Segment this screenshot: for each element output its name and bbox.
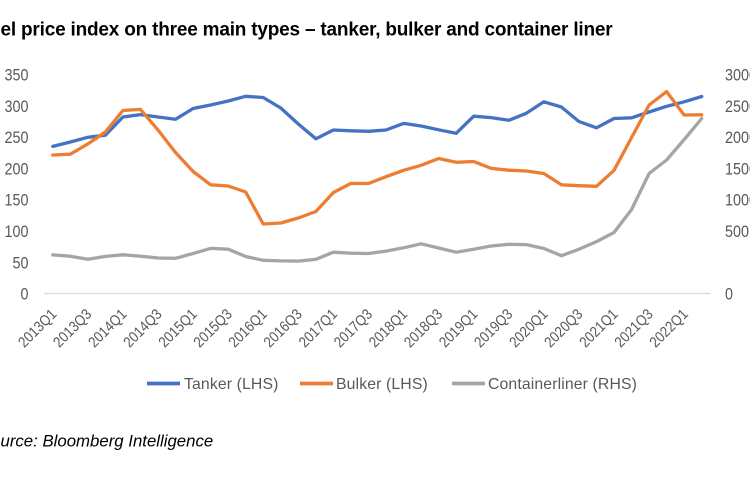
svg-text:Tanker (LHS): Tanker (LHS) [184,376,279,393]
svg-text:300: 300 [5,97,29,116]
svg-text:2017Q3: 2017Q3 [331,306,376,351]
svg-text:2019Q3: 2019Q3 [471,306,516,351]
svg-text:2015Q1: 2015Q1 [155,306,200,351]
svg-text:150: 150 [5,191,29,210]
svg-text:2021Q1: 2021Q1 [576,306,621,351]
svg-text:2014Q1: 2014Q1 [85,306,130,351]
svg-text:2016Q1: 2016Q1 [225,306,270,351]
svg-text:2014Q3: 2014Q3 [120,306,165,351]
svg-text:2017Q1: 2017Q1 [296,306,341,351]
svg-text:2000: 2000 [725,128,750,147]
svg-text:Bulker (LHS): Bulker (LHS) [336,376,428,393]
svg-text:2015Q3: 2015Q3 [190,306,235,351]
svg-text:500: 500 [725,222,749,241]
svg-text:2500: 2500 [725,97,750,116]
svg-text:2018Q3: 2018Q3 [401,306,446,351]
svg-text:2019Q1: 2019Q1 [436,306,481,351]
svg-text:3000: 3000 [725,66,750,85]
svg-text:2021Q3: 2021Q3 [611,306,656,351]
svg-text:200: 200 [5,159,29,178]
svg-text:2016Q3: 2016Q3 [261,306,306,351]
svg-text:2022Q1: 2022Q1 [646,306,691,351]
svg-text:urce: Bloomberg Intelligence: urce: Bloomberg Intelligence [1,432,214,451]
svg-text:2013Q1: 2013Q1 [15,306,60,351]
svg-text:2013Q3: 2013Q3 [50,306,95,351]
svg-text:250: 250 [5,128,29,147]
svg-text:1000: 1000 [725,191,750,210]
svg-text:50: 50 [13,253,29,272]
svg-text:350: 350 [5,66,29,85]
svg-text:el price index on three main t: el price index on three main types – tan… [1,19,614,40]
svg-text:0: 0 [21,285,29,304]
svg-text:Containerliner (RHS): Containerliner (RHS) [488,376,637,393]
svg-text:100: 100 [5,222,29,241]
svg-text:0: 0 [725,285,733,304]
svg-text:2020Q3: 2020Q3 [541,306,586,351]
svg-text:1500: 1500 [725,159,750,178]
svg-text:2018Q1: 2018Q1 [366,306,411,351]
svg-text:2020Q1: 2020Q1 [506,306,551,351]
